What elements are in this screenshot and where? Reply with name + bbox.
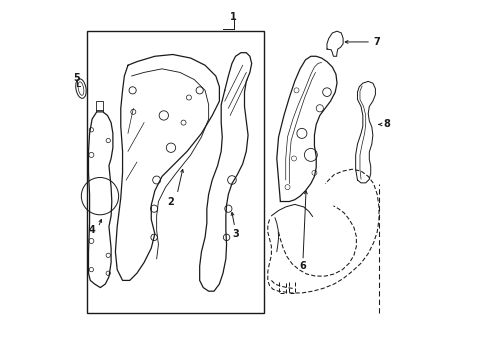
Text: 4: 4 — [89, 225, 96, 235]
Text: 5: 5 — [74, 73, 80, 83]
Circle shape — [293, 88, 298, 93]
Text: 6: 6 — [299, 261, 305, 271]
Circle shape — [131, 109, 136, 114]
Circle shape — [186, 95, 191, 100]
Circle shape — [311, 170, 316, 175]
Text: 8: 8 — [382, 120, 389, 129]
Circle shape — [285, 185, 289, 190]
Circle shape — [291, 156, 296, 161]
Circle shape — [181, 120, 185, 125]
Text: 7: 7 — [372, 37, 379, 47]
Text: 2: 2 — [167, 197, 174, 207]
Text: 3: 3 — [232, 229, 239, 239]
Bar — [86, 31, 264, 313]
Text: 1: 1 — [230, 12, 237, 22]
